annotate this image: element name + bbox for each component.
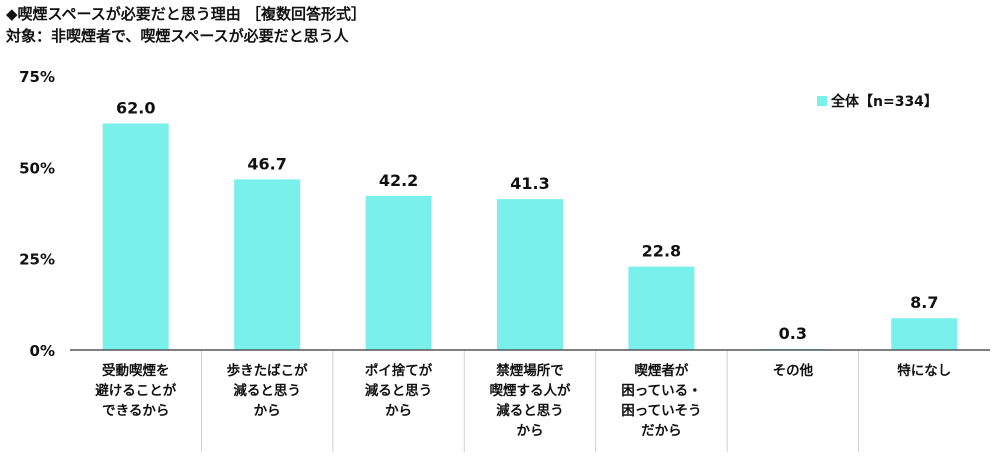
data-label: 8.7: [910, 293, 938, 312]
category-label: から: [385, 403, 412, 419]
bar: [234, 179, 301, 350]
y-tick-label: 25%: [19, 251, 55, 269]
category-label: 減ると思う: [233, 382, 301, 399]
category-label: 減ると思う: [365, 382, 433, 399]
chart-title: ◆喫煙スペースが必要だと思う理由 ［複数回答形式］: [6, 5, 366, 23]
category-label: 避けることが: [95, 382, 176, 399]
category-label: 受動喫煙を: [102, 362, 170, 379]
data-label: 0.3: [779, 324, 807, 343]
bar: [891, 318, 958, 350]
data-label: 22.8: [642, 242, 681, 261]
category-label: 困っていそう: [621, 403, 701, 419]
y-tick-label: 50%: [19, 159, 55, 177]
chart-subtitle: 対象：非喫煙者で、喫煙スペースが必要だと思う人: [6, 27, 349, 45]
bar: [497, 199, 563, 350]
y-tick-label: 75%: [19, 68, 55, 86]
data-label: 42.2: [379, 171, 418, 190]
category-label: 困っている・: [621, 383, 701, 399]
category-label: ポイ捨てが: [365, 362, 433, 379]
category-label: できるから: [102, 403, 169, 419]
category-label: 禁煙場所で: [495, 362, 564, 379]
bar: [365, 195, 432, 350]
category-label: だから: [641, 423, 682, 439]
bar: [102, 123, 169, 350]
category-label: その他: [773, 362, 814, 379]
data-label: 62.0: [116, 98, 155, 117]
y-tick-label: 0%: [30, 342, 55, 360]
legend-swatch: [817, 96, 827, 106]
data-label: 41.3: [510, 174, 549, 193]
category-label: 歩きたばこが: [227, 362, 308, 379]
data-label: 46.7: [247, 154, 286, 173]
legend-label: 全体【n=334】: [830, 93, 938, 110]
category-label: から: [254, 403, 281, 419]
category-label: 喫煙者が: [634, 362, 688, 379]
bar: [628, 266, 695, 350]
category-label: から: [517, 423, 544, 439]
category-label: 減ると思う: [496, 402, 564, 419]
category-label: 特になし: [897, 362, 951, 379]
category-label: 喫煙する人が: [490, 382, 571, 399]
